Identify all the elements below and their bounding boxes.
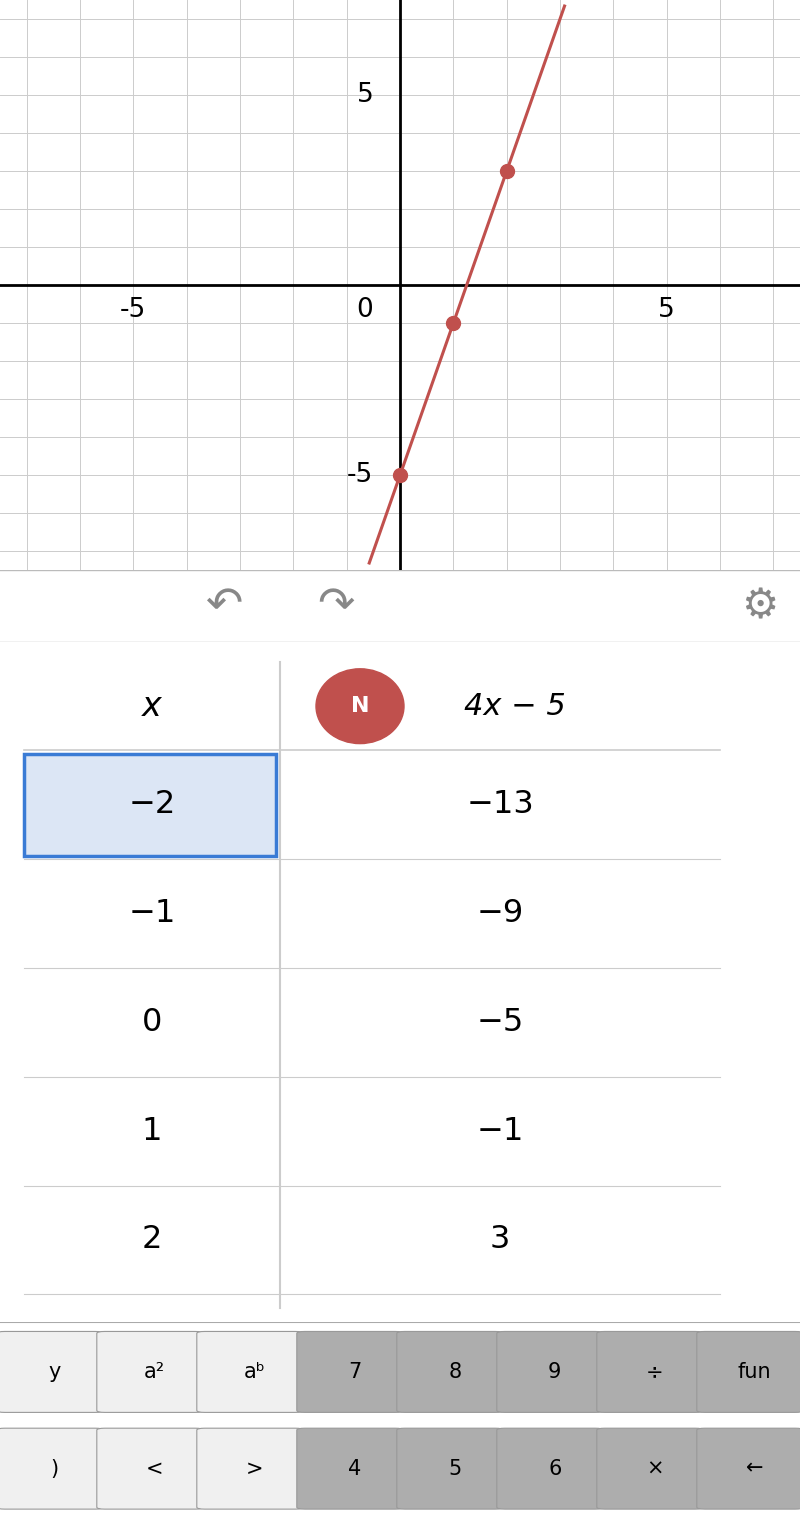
Text: −13: −13 bbox=[466, 790, 534, 820]
FancyBboxPatch shape bbox=[97, 1332, 203, 1413]
Text: 8: 8 bbox=[448, 1363, 462, 1382]
Text: 0: 0 bbox=[142, 1007, 162, 1037]
FancyBboxPatch shape bbox=[597, 1428, 703, 1510]
FancyBboxPatch shape bbox=[697, 1332, 800, 1413]
Text: 5: 5 bbox=[448, 1458, 462, 1478]
FancyBboxPatch shape bbox=[497, 1332, 603, 1413]
FancyBboxPatch shape bbox=[697, 1428, 800, 1510]
FancyBboxPatch shape bbox=[97, 1428, 203, 1510]
Text: ÷: ÷ bbox=[646, 1363, 664, 1382]
FancyBboxPatch shape bbox=[0, 1428, 103, 1510]
Text: −1: −1 bbox=[128, 898, 176, 930]
Text: 5: 5 bbox=[658, 296, 675, 322]
FancyBboxPatch shape bbox=[197, 1428, 303, 1510]
Text: −9: −9 bbox=[476, 898, 524, 930]
Text: -5: -5 bbox=[347, 462, 374, 488]
Text: ←: ← bbox=[746, 1458, 763, 1478]
Text: 2: 2 bbox=[142, 1224, 162, 1256]
Text: 9: 9 bbox=[548, 1363, 562, 1382]
Text: a²: a² bbox=[144, 1363, 166, 1382]
Text: aᵇ: aᵇ bbox=[244, 1363, 266, 1382]
Text: ↷: ↷ bbox=[318, 585, 354, 627]
Text: ): ) bbox=[50, 1458, 59, 1478]
Text: 4x − 5: 4x − 5 bbox=[464, 691, 566, 720]
Text: −1: −1 bbox=[476, 1115, 524, 1147]
Text: 1: 1 bbox=[142, 1115, 162, 1147]
Text: ⚙: ⚙ bbox=[742, 585, 778, 627]
FancyBboxPatch shape bbox=[397, 1332, 503, 1413]
Text: ×: × bbox=[646, 1458, 663, 1478]
FancyBboxPatch shape bbox=[597, 1332, 703, 1413]
Circle shape bbox=[316, 668, 404, 744]
Text: 0: 0 bbox=[357, 296, 374, 322]
Text: y: y bbox=[49, 1363, 61, 1382]
FancyBboxPatch shape bbox=[197, 1332, 303, 1413]
Text: −5: −5 bbox=[476, 1007, 524, 1037]
Text: ↶: ↶ bbox=[206, 585, 242, 627]
Text: 7: 7 bbox=[348, 1363, 362, 1382]
Text: fun: fun bbox=[738, 1363, 772, 1382]
FancyBboxPatch shape bbox=[497, 1428, 603, 1510]
Text: N: N bbox=[350, 696, 370, 715]
FancyBboxPatch shape bbox=[0, 1332, 103, 1413]
Text: 6: 6 bbox=[548, 1458, 562, 1478]
Text: 5: 5 bbox=[357, 82, 374, 108]
Text: -5: -5 bbox=[120, 296, 146, 322]
FancyBboxPatch shape bbox=[24, 753, 276, 855]
FancyBboxPatch shape bbox=[297, 1332, 403, 1413]
Text: −2: −2 bbox=[128, 790, 176, 820]
Text: <: < bbox=[146, 1458, 163, 1478]
Text: x: x bbox=[142, 690, 162, 723]
FancyBboxPatch shape bbox=[397, 1428, 503, 1510]
Text: >: > bbox=[246, 1458, 263, 1478]
Text: 3: 3 bbox=[490, 1224, 510, 1256]
FancyBboxPatch shape bbox=[297, 1428, 403, 1510]
Text: 4: 4 bbox=[348, 1458, 362, 1478]
